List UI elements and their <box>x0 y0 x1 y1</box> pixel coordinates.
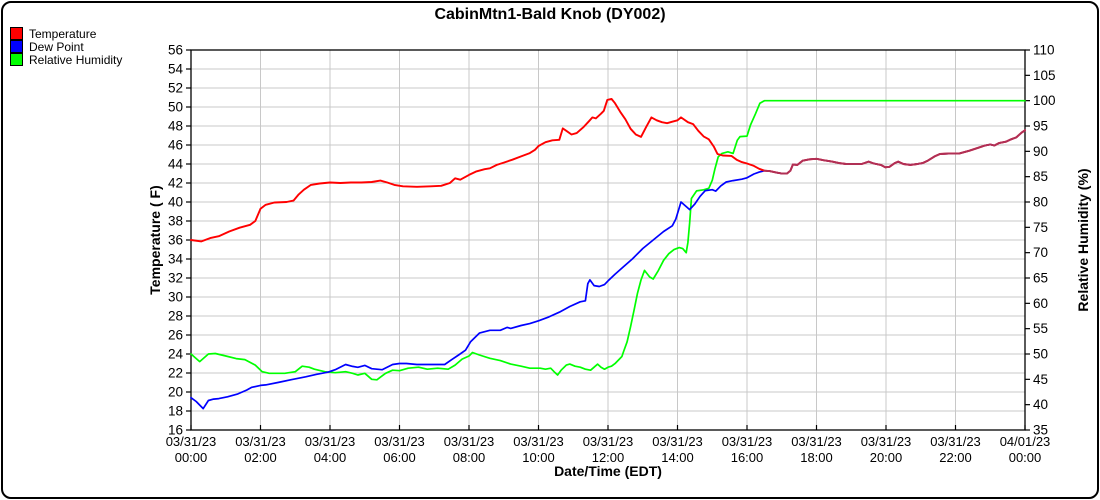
x-tick-label-date: 03/31/23 <box>166 434 217 449</box>
x-tick-label-date: 03/31/23 <box>652 434 703 449</box>
y-right-tick-label: 110 <box>1033 43 1055 58</box>
x-tick-label-date: 03/31/23 <box>583 434 634 449</box>
y-left-tick-label: 38 <box>168 214 183 229</box>
x-tick-label-date: 03/31/23 <box>305 434 356 449</box>
x-axis-title: Date/Time (EDT) <box>554 463 662 479</box>
y-left-tick-label: 44 <box>168 157 184 172</box>
y-left-tick-label: 48 <box>168 119 183 134</box>
y-right-tick-label: 65 <box>1033 271 1048 286</box>
x-tick-label-date: 03/31/23 <box>861 434 912 449</box>
legend-item-temperature: Temperature <box>10 26 122 41</box>
legend-item-dew-point: Dew Point <box>10 39 122 54</box>
y-right-tick-label: 35 <box>1033 423 1048 438</box>
y-right-tick-label: 50 <box>1033 347 1048 362</box>
y-right-tick-label: 95 <box>1033 119 1048 134</box>
x-tick-label-time: 00:00 <box>1009 450 1042 465</box>
legend-label-temperature: Temperature <box>29 26 97 41</box>
y-left-tick-label: 26 <box>168 328 183 343</box>
y-left-tick-label: 52 <box>168 81 183 96</box>
temperature-swatch-icon <box>10 27 23 40</box>
y-right-tick-label: 55 <box>1033 321 1048 336</box>
y-right-tick-label: 85 <box>1033 169 1048 184</box>
y-left-tick-label: 28 <box>168 309 183 324</box>
legend-item-relative-humidity: Relative Humidity <box>10 52 123 67</box>
chart-title: CabinMtn1-Bald Knob (DY002) <box>434 6 666 23</box>
y-left-tick-label: 50 <box>168 100 183 115</box>
x-tick-label-date: 03/31/23 <box>791 434 842 449</box>
legend-label-relative-humidity: Relative Humidity <box>29 52 123 67</box>
y-right-tick-label: 80 <box>1033 195 1048 210</box>
y-right-tick-label: 60 <box>1033 296 1048 311</box>
x-tick-label-time: 04:00 <box>314 450 347 465</box>
x-tick-label-time: 02:00 <box>244 450 277 465</box>
y-left-tick-label: 46 <box>168 138 183 153</box>
x-tick-label-time: 14:00 <box>661 450 694 465</box>
x-tick-label-time: 18:00 <box>800 450 833 465</box>
x-tick-label-time: 10:00 <box>522 450 555 465</box>
y-left-tick-label: 18 <box>168 404 183 419</box>
y-left-tick-label: 16 <box>168 423 183 438</box>
y-left-tick-label: 30 <box>168 290 183 305</box>
x-tick-label-date: 03/31/23 <box>444 434 495 449</box>
y-left-tick-label: 36 <box>168 233 183 248</box>
relative-humidity-swatch-icon <box>10 53 23 66</box>
temperature-dewpoint-merged-line <box>763 129 1026 175</box>
x-tick-label-time: 20:00 <box>870 450 903 465</box>
x-tick-label-date: 03/31/23 <box>930 434 981 449</box>
y-left-tick-label: 24 <box>168 347 184 362</box>
y-right-tick-label: 70 <box>1033 245 1048 260</box>
legend-label-dew-point: Dew Point <box>29 39 84 54</box>
x-tick-label-time: 06:00 <box>383 450 416 465</box>
x-tick-label-time: 12:00 <box>592 450 625 465</box>
y-right-tick-label: 45 <box>1033 372 1048 387</box>
y-left-tick-label: 40 <box>168 195 183 210</box>
x-tick-label-date: 03/31/23 <box>374 434 425 449</box>
y-left-tick-label: 42 <box>168 176 183 191</box>
y-left-tick-label: 32 <box>168 271 183 286</box>
y-right-tick-label: 40 <box>1033 397 1048 412</box>
x-tick-label-date: 03/31/23 <box>513 434 564 449</box>
y-left-tick-label: 34 <box>168 252 184 267</box>
x-tick-label-time: 00:00 <box>175 450 208 465</box>
y-right-tick-label: 75 <box>1033 220 1048 235</box>
x-tick-label-date: 03/31/23 <box>722 434 773 449</box>
y-left-tick-label: 20 <box>168 385 183 400</box>
y-left-tick-label: 54 <box>168 62 184 77</box>
y-right-tick-label: 105 <box>1033 68 1056 83</box>
x-tick-label-time: 22:00 <box>939 450 972 465</box>
x-tick-label-time: 16:00 <box>731 450 764 465</box>
legend: Temperature Dew Point Relative Humidity <box>10 26 123 67</box>
y-left-tick-label: 56 <box>168 43 183 58</box>
x-tick-label-date: 03/31/23 <box>235 434 286 449</box>
dew-point-swatch-icon <box>10 40 23 53</box>
y-left-tick-label: 22 <box>168 366 183 381</box>
y-right-tick-label: 100 <box>1033 93 1056 108</box>
y-right-tick-label: 90 <box>1033 144 1048 159</box>
x-tick-label-date: 04/01/23 <box>1000 434 1051 449</box>
x-tick-label-time: 08:00 <box>453 450 486 465</box>
